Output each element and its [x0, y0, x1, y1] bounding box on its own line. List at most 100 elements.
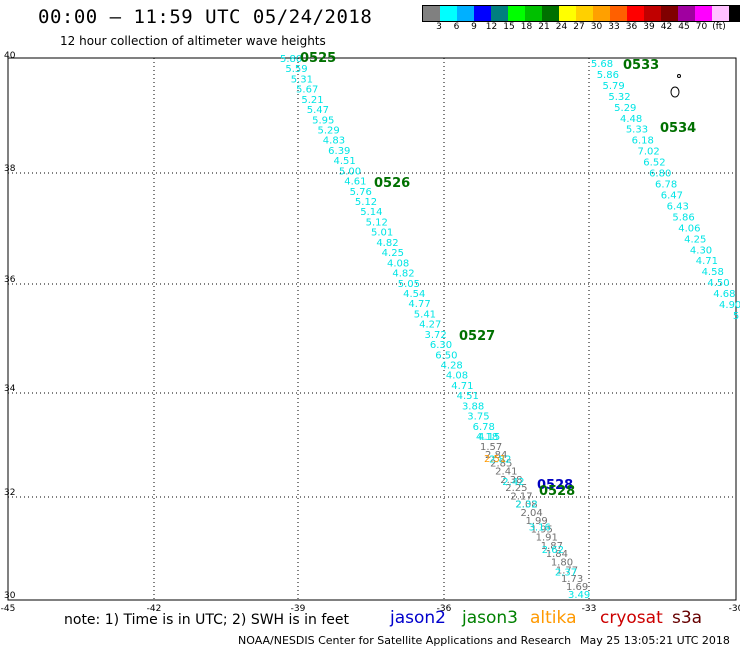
wave-height-value: 5.21 [301, 95, 323, 106]
pass-time-label: 0534 [660, 121, 696, 136]
wave-height-value: 5.31 [291, 74, 313, 85]
wave-height-value: 2.04 [520, 508, 542, 519]
wave-height-value: 5.32 [608, 92, 630, 103]
wave-height-value: 5.29 [317, 126, 339, 137]
legend-tick-label: 12 [485, 22, 498, 32]
color-scale-legend [422, 5, 740, 22]
wave-height-value: 6.52 [643, 158, 665, 169]
latitude-label: 34 [4, 384, 16, 394]
longitude-label: -45 [1, 604, 16, 614]
legend-tick-label: 21 [538, 22, 550, 32]
legend-swatch [678, 6, 695, 21]
satellite-name: jason3 [462, 608, 518, 628]
longitude-label: -30 [729, 604, 740, 614]
wave-height-value: 6.18 [632, 136, 654, 147]
wave-height-value: 5.80 [280, 54, 302, 65]
wave-height-value: 3.88 [462, 401, 484, 412]
wave-height-value: 5.95 [312, 115, 334, 126]
legend-tick-label: (ft) [712, 22, 726, 32]
legend-tick-label: 70 [695, 22, 708, 32]
wave-height-value: 1.84 [546, 549, 568, 560]
wave-height-value: 5.29 [614, 103, 636, 114]
wave-height-value: 6.78 [655, 180, 677, 191]
wave-height-value: 5.68 [591, 59, 613, 70]
legend-tick-label: 27 [573, 22, 585, 32]
wave-height-value: 4.08 [446, 371, 468, 382]
units-note: note: 1) Time is in UTC; 2) SWH is in fe… [64, 612, 350, 628]
pass-time-label: 0528 [537, 478, 573, 493]
wave-height-value: 4.71 [451, 381, 473, 392]
legend-swatch [610, 6, 627, 21]
wave-height-value: 6.43 [667, 201, 689, 212]
wave-height-value: 5.67 [296, 85, 318, 96]
wave-height-value: 1.77 [556, 566, 578, 577]
latitude-label: 38 [4, 164, 16, 174]
longitude-label: -33 [582, 604, 597, 614]
wave-height-value: 4.61 [344, 177, 366, 188]
satellite-name: altika [530, 608, 577, 628]
wave-height-value: 3.72 [424, 330, 446, 341]
wave-height-value: 2.32 [515, 500, 537, 511]
wave-height-value: 4.30 [690, 245, 712, 256]
wave-height-value: 1.69 [566, 582, 588, 593]
island-outline [677, 74, 681, 78]
wave-height-value: 4.54 [403, 289, 425, 300]
wave-height-value: 5.76 [350, 187, 372, 198]
longitude-label: -36 [437, 604, 452, 614]
legend-swatch [661, 6, 678, 21]
wave-height-value: 4.82 [392, 269, 414, 280]
legend-tick-label: 18 [520, 22, 533, 32]
wave-height-value: 6.80 [649, 169, 671, 180]
wave-height-value: 4.18 [476, 432, 498, 443]
latitude-label: 36 [4, 275, 16, 285]
wave-height-value: 3.16 [529, 522, 551, 533]
wave-height-value: 2.41 [495, 467, 517, 478]
legend-tick-label: 9 [471, 22, 477, 32]
wave-height-value: 4.58 [702, 267, 724, 278]
wave-height-value: 4.51 [334, 156, 356, 167]
wave-height-value: 2.85 [490, 458, 512, 469]
wave-height-value: 4.25 [684, 234, 706, 245]
wave-height-value: 4.50 [707, 278, 729, 289]
wave-height-value: 2.38 [500, 475, 522, 486]
satellite-name: cryosat [600, 608, 663, 628]
wave-height-value: 4.82 [376, 238, 398, 249]
wave-height-value: 4.48 [620, 114, 642, 125]
legend-swatch [559, 6, 576, 21]
legend-swatch [729, 6, 740, 21]
legend-tick-label: 15 [503, 22, 515, 32]
wave-height-value: 1.73 [561, 574, 583, 585]
wave-height-value: 5.12 [366, 217, 388, 228]
wave-height-value: 5.05 [398, 279, 420, 290]
legend-tick-label: 45 [678, 22, 690, 32]
wave-height-value: 7.02 [637, 147, 659, 158]
wave-height-value: 5.86 [672, 212, 694, 223]
longitude-label: -42 [147, 604, 162, 614]
wave-height-value: 6.30 [430, 340, 452, 351]
wave-height-value: 2.37 [555, 567, 577, 578]
satellite-name: s3a [672, 608, 703, 628]
wave-height-value: 2.25 [505, 483, 527, 494]
pass-time-label: 0527 [459, 329, 495, 344]
map-title: 00:00 – 11:59 UTC 05/24/2018 [38, 6, 373, 28]
wave-height-value: 4.27 [419, 320, 441, 331]
wave-height-value: 5.33 [626, 125, 648, 136]
legend-swatch [712, 6, 729, 21]
wave-height-value: 5.41 [414, 309, 436, 320]
legend-swatch [457, 6, 474, 21]
legend-swatch [593, 6, 610, 21]
wave-height-value: 4.25 [382, 248, 404, 259]
wave-height-value: 2.51 [484, 454, 506, 465]
generated-timestamp: May 25 13:05:21 UTC 2018 [580, 634, 730, 647]
wave-height-value: 5.14 [360, 207, 382, 218]
satellite-name: jason2 [390, 608, 446, 628]
wave-height-value: 4.90 [719, 300, 740, 311]
legend-tick-label: 6 [453, 22, 460, 32]
wave-height-value: 5.00 [339, 166, 361, 177]
wave-height-value: 2.17 [510, 491, 532, 502]
legend-swatch [508, 6, 525, 21]
legend-swatch [695, 6, 712, 21]
legend-tick-label: 36 [625, 22, 638, 32]
legend-swatch [440, 6, 457, 21]
